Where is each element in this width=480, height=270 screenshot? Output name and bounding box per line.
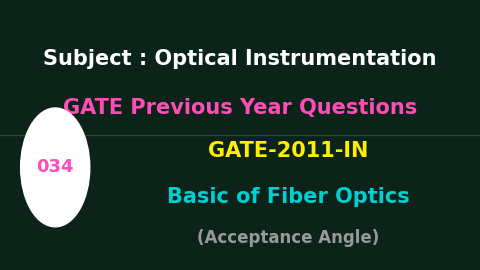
Text: GATE-2011-IN: GATE-2011-IN	[208, 141, 368, 161]
Text: (Acceptance Angle): (Acceptance Angle)	[197, 229, 379, 247]
Text: Basic of Fiber Optics: Basic of Fiber Optics	[167, 187, 409, 207]
Text: Subject : Optical Instrumentation: Subject : Optical Instrumentation	[43, 49, 437, 69]
Text: GATE Previous Year Questions: GATE Previous Year Questions	[63, 98, 417, 118]
Text: 034: 034	[36, 158, 74, 176]
Ellipse shape	[21, 108, 90, 227]
